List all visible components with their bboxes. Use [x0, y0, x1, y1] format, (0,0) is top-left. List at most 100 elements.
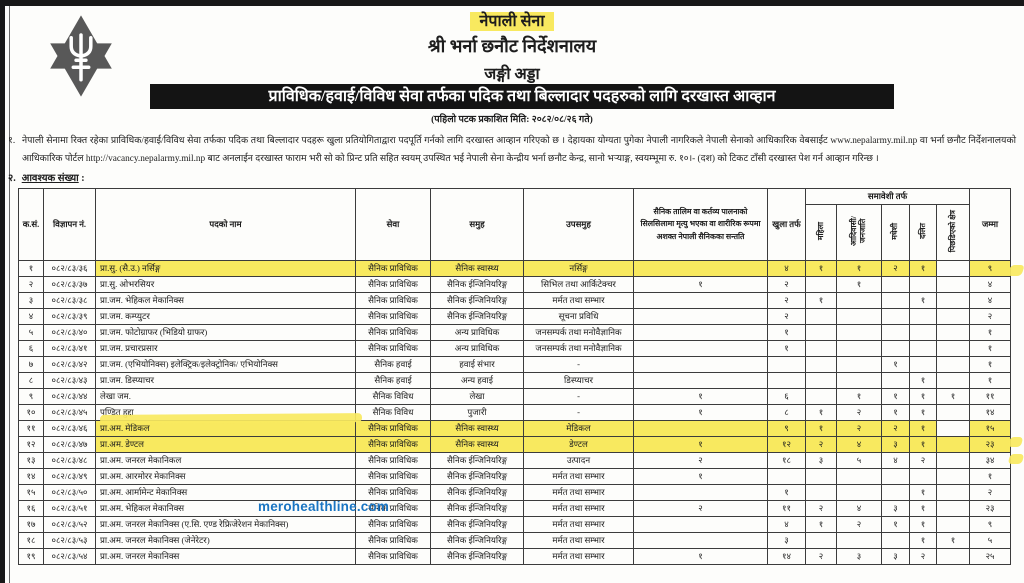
cell-adivasi: २	[836, 516, 882, 533]
cell-sn: ४	[18, 308, 44, 325]
cell-post: प्रा.अम. जनरल मेकानिक्स	[95, 548, 356, 565]
cell-mahila	[805, 372, 837, 389]
cell-adivasi	[836, 372, 882, 389]
cell-pichhada	[935, 404, 971, 421]
cell-total: २	[969, 308, 1012, 325]
cell-pichhada	[935, 308, 971, 325]
cell-total: १	[969, 356, 1012, 373]
cell-adv: ०८२/८३/३७	[43, 276, 96, 293]
table-row: १ ०८२/८३/३६ प्रा.सु. (सै.उ.) नर्सिङ्ग सैनिक…	[18, 260, 1012, 277]
table-row: ३ ०८२/८३/३८ प्रा.जम. भेहिकल मेकानिक्स सैनिक…	[18, 292, 1012, 309]
cell-santati	[633, 324, 768, 341]
cell-sn: ९	[18, 388, 44, 405]
table-row: ८ ०८२/८३/४३ प्रा.जम. डिस्प्याचर सैनिक हवाई अ…	[18, 372, 1012, 389]
cell-open: १२	[767, 436, 806, 453]
table-row: ९ ०८२/८३/४४ लेखा जम. सैनिक विविध लेखा -१ ६ १ १ १ १…	[18, 388, 1012, 405]
cell-open: १	[767, 484, 806, 501]
cell-group: सैनिक ईन्जिनियरिङ्ग	[430, 292, 524, 309]
cell-mahila: १	[805, 420, 837, 437]
cell-mahila: २	[805, 548, 837, 565]
cell-dalit: १	[909, 292, 937, 309]
cell-subgroup: -	[523, 404, 634, 421]
cell-mahila: १	[805, 260, 837, 277]
cell-subgroup: मर्मत तथा सम्भार	[523, 292, 634, 309]
vacancy-title-banner: प्राविधिक/हवाई/विविध सेवा तर्फका पदिक तथ…	[150, 84, 894, 109]
cell-service: सैनिक प्राविधिक	[355, 452, 431, 469]
cell-pichhada	[935, 452, 971, 469]
cell-adv: ०८२/८३/४७	[43, 436, 96, 453]
watermark-text: merohealthline.com	[258, 499, 390, 514]
cell-group: सैनिक ईन्जिनियरिङ्ग	[430, 452, 524, 469]
cell-adivasi	[836, 340, 882, 357]
cell-adivasi: १	[836, 388, 882, 405]
cell-madhesi	[881, 308, 910, 325]
cell-madhesi	[881, 532, 910, 549]
cell-adv: ०८२/८३/४६	[43, 420, 96, 437]
table-row: १९ ०८२/८३/५४ प्रा.अम. जनरल मेकानिक्स सैनिक …	[18, 548, 1012, 565]
cell-dalit: १	[909, 420, 937, 437]
cell-adv: ०८२/८३/५१	[43, 500, 96, 517]
cell-adivasi	[836, 324, 882, 341]
cell-post: लेखा जम.	[95, 388, 356, 405]
cell-open: १	[767, 324, 806, 341]
cell-madhesi: १	[881, 404, 910, 421]
cell-service: सैनिक प्राविधिक	[355, 548, 431, 565]
hq-name: जङ्गी अड्डा	[484, 66, 540, 83]
cell-santati: १	[633, 436, 768, 453]
cell-dalit	[909, 356, 937, 373]
table-row: ४ ०८२/८३/३९ प्रा.जम. कम्प्युटर सैनिक प्रावि…	[18, 308, 1012, 325]
cell-madhesi	[881, 340, 910, 357]
cell-adv: ०८२/८३/४४	[43, 388, 96, 405]
cell-dalit	[909, 276, 937, 293]
section-colon: :	[81, 173, 85, 184]
cell-open	[767, 356, 806, 373]
cell-mahila	[805, 356, 837, 373]
cell-dalit: १	[909, 532, 937, 549]
cell-dalit	[909, 468, 937, 485]
cell-dalit: १	[909, 516, 937, 533]
cell-dalit	[909, 308, 937, 325]
cell-adivasi: २	[836, 404, 882, 421]
cell-sn: १०	[18, 404, 44, 421]
cell-sn: १८	[18, 532, 44, 549]
col-header-advertisement-no: विज्ञापन नं.	[43, 188, 96, 261]
cell-sn: १४	[18, 468, 44, 485]
cell-santati	[633, 372, 768, 389]
cell-total: २५	[969, 548, 1012, 565]
cell-adivasi: २	[836, 420, 882, 437]
col-header-group: समुह	[430, 188, 524, 261]
cell-subgroup: -	[523, 356, 634, 373]
cell-madhesi: १	[881, 516, 910, 533]
cell-open: ४	[767, 516, 806, 533]
cell-santati	[633, 532, 768, 549]
cell-sn: १७	[18, 516, 44, 533]
cell-adivasi	[836, 468, 882, 485]
cell-group: लेखा	[430, 388, 524, 405]
cell-total: ९	[969, 260, 1012, 277]
cell-madhesi	[881, 372, 910, 389]
table-row: ७ ०८२/८३/४२ प्रा.जम. (एभियोनिक्स) इलेक्ट्र…	[18, 356, 1012, 373]
col-header-sn: क.सं.	[18, 188, 44, 261]
directorate-name: श्री भर्ना छनौट निर्देशनालय	[427, 36, 597, 56]
col-header-subgroup: उपसमुह	[523, 188, 634, 261]
cell-mahila	[805, 532, 837, 549]
cell-sn: ७	[18, 356, 44, 373]
cell-open: ८	[767, 404, 806, 421]
cell-open: १८	[767, 452, 806, 469]
cell-mahila: २	[805, 436, 837, 453]
cell-dalit	[909, 324, 937, 341]
cell-post: प्रा.अम. डेण्टल	[95, 436, 356, 453]
cell-open: २	[767, 276, 806, 293]
cell-subgroup: मर्मत तथा सम्भार	[523, 500, 634, 517]
cell-pichhada	[935, 292, 971, 309]
cell-santati	[633, 420, 768, 437]
cell-madhesi	[881, 468, 910, 485]
cell-post: प्रा.जम. फोटोग्राफर (भिडियो ग्राफर)	[95, 324, 356, 341]
table-row: ६ ०८२/८३/४१ प्रा.जम. प्रचारप्रसार सैनिक प्र…	[18, 340, 1012, 357]
cell-open: ६	[767, 388, 806, 405]
vacancy-table-body: १ ०८२/८३/३६ प्रा.सु. (सै.उ.) नर्सिङ्ग सैनिक…	[18, 260, 1012, 565]
cell-madhesi	[881, 484, 910, 501]
cell-pichhada	[935, 324, 971, 341]
cell-total: ४	[969, 292, 1012, 309]
